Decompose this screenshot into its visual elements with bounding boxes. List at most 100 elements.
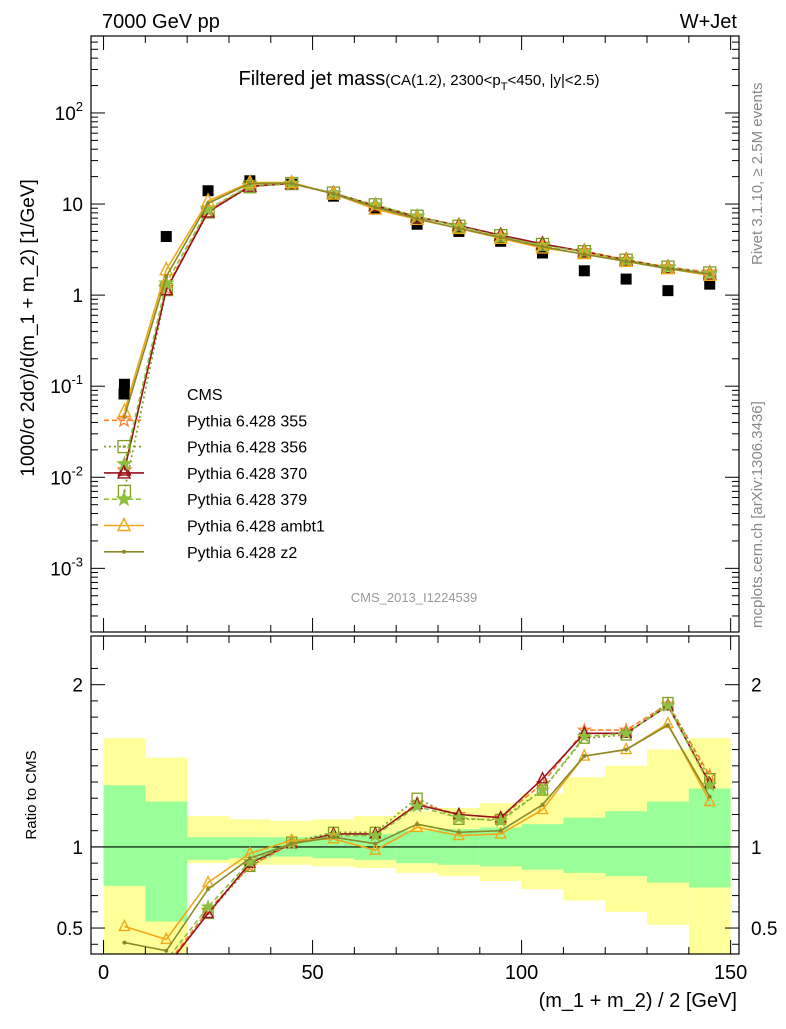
main-frame: [90, 35, 740, 633]
uncertainty-band-inner: [187, 837, 229, 860]
y-tick-base: 10: [50, 468, 71, 489]
ratio-y-tick-label: 1: [72, 838, 83, 859]
data-point: [373, 841, 378, 846]
series-pythia-6428-379: [116, 174, 719, 471]
data-point: [498, 828, 503, 833]
title-sub-suffix: <450, |y|<2.5): [507, 72, 599, 89]
data-point: [331, 191, 336, 196]
legend-item: Pythia 6.428 370: [104, 464, 307, 483]
data-point: [116, 464, 132, 479]
data-point: [703, 793, 716, 807]
ratio-series-pythia-6428-z2: [122, 723, 712, 953]
data-point: [160, 231, 172, 243]
ratio-y-axis-label: Ratio to CMS: [23, 750, 40, 839]
y-tick-base: 10: [55, 104, 76, 125]
ratio-panel: 0.5 0.5 1 1 2 2 0 50 100 150 Ratio to CMS (m_1 + …: [23, 635, 777, 1012]
data-point: [116, 516, 132, 532]
data-point: [540, 802, 545, 807]
data-point: [577, 245, 592, 260]
y-tick-label: 10: [62, 195, 83, 216]
ratio-y-tick-label-right: 2: [751, 676, 762, 697]
data-point: [620, 273, 632, 285]
uncertainty-band-inner: [103, 785, 146, 886]
ratio-y-tick-label-right: 1: [751, 838, 762, 859]
data-point: [331, 835, 336, 840]
data-point: [157, 274, 175, 291]
title-sub-subscript: T: [501, 81, 508, 93]
data-point: [206, 201, 211, 206]
data-point: [164, 948, 169, 953]
data-point: [242, 174, 257, 189]
data-point: [409, 798, 425, 813]
data-point: [707, 272, 712, 277]
data-point: [199, 200, 217, 217]
data-point: [115, 490, 133, 507]
data-point: [662, 285, 674, 297]
y-tick-base: 10: [50, 559, 71, 580]
legend-label: Pythia 6.428 z2: [187, 545, 297, 562]
chart-title: Filtered jet mass(CA(1.2), 2300<pT<450, …: [239, 68, 600, 93]
y-tick-base: 10: [50, 377, 71, 398]
data-point: [118, 918, 131, 932]
data-point: [453, 225, 465, 237]
legend-item: Pythia 6.428 355: [104, 411, 307, 430]
data-point: [494, 826, 507, 839]
header-right: W+Jet: [680, 11, 738, 33]
uncertainty-band-inner: [563, 817, 606, 873]
side-label-mcplots: mcplots.cern.ch [arXiv:1306.3436]: [749, 401, 766, 628]
y-tick-label: 102: [55, 99, 83, 125]
legend-item: Pythia 6.428 356: [104, 440, 307, 457]
y-tick-label: 10-2: [50, 463, 83, 489]
legend-item: Pythia 6.428 379: [104, 490, 307, 509]
legend-item: Pythia 6.428 z2: [104, 545, 297, 562]
series-line: [123, 182, 710, 471]
data-point: [201, 875, 215, 888]
legend-label: Pythia 6.428 ambt1: [187, 519, 325, 536]
data-point: [576, 728, 592, 743]
data-point: [201, 905, 215, 919]
data-point: [660, 698, 676, 712]
data-point-center: [122, 445, 126, 448]
data-point: [702, 777, 718, 792]
series-pythia-6428-z2: [122, 181, 712, 419]
data-point: [540, 244, 545, 249]
data-point: [164, 274, 169, 279]
data-point: [582, 252, 587, 257]
data-point: [160, 931, 173, 945]
data-point: [536, 802, 549, 815]
data-point: [117, 439, 131, 454]
y-axis-label: 1000/σ 2dσ)/d(m_1 + m_2) [1/GeV]: [18, 179, 39, 477]
data-point: [452, 827, 466, 841]
data-point: [118, 388, 130, 400]
data-point: [704, 278, 716, 290]
x-tick-label: 50: [301, 962, 323, 984]
data-point: [624, 747, 629, 752]
data-point: [284, 174, 299, 189]
data-point: [367, 827, 383, 842]
uncertainty-band-inner: [605, 811, 648, 877]
data-point: [247, 181, 252, 186]
data-point: [373, 205, 378, 210]
data-point: [707, 794, 712, 799]
data-point: [289, 841, 294, 846]
side-label-rivet: Rivet 3.1.10, ≥ 2.5M events: [749, 83, 766, 266]
ratio-frame: [90, 635, 740, 955]
uncertainty-band-inner: [647, 801, 689, 883]
data-point: [206, 887, 211, 892]
y-tick-exponent: 2: [76, 99, 83, 114]
y-tick-exponent: -3: [71, 554, 83, 569]
y-tick-exponent: -2: [71, 463, 83, 478]
data-point: [200, 192, 216, 207]
data-point: [535, 782, 550, 797]
ratio-y-tick-label: 2: [72, 676, 83, 697]
legend-label: Pythia 6.428 356: [187, 440, 307, 457]
data-point: [410, 819, 424, 833]
data-point: [247, 856, 252, 861]
title-sub-prefix: (CA(1.2), 2300<p: [385, 72, 500, 89]
data-point: [456, 830, 461, 835]
legend-label: Pythia 6.428 379: [187, 492, 307, 509]
data-point: [665, 266, 670, 271]
legend-item: Pythia 6.428 ambt1: [104, 516, 325, 536]
